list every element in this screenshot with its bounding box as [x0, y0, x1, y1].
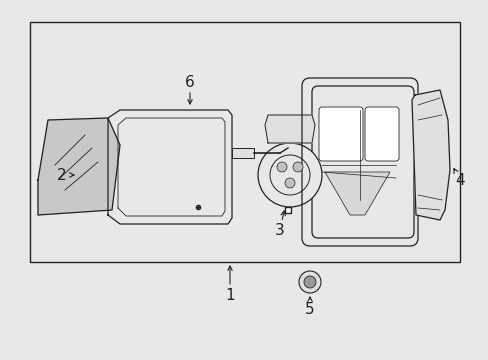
Circle shape — [285, 178, 294, 188]
Circle shape — [258, 143, 321, 207]
Text: 4: 4 — [454, 172, 464, 188]
Text: 2: 2 — [57, 167, 67, 183]
Circle shape — [292, 162, 303, 172]
Polygon shape — [108, 110, 231, 224]
Bar — [231, 148, 253, 158]
Text: 1: 1 — [225, 288, 234, 302]
FancyBboxPatch shape — [311, 86, 413, 238]
Text: 3: 3 — [275, 222, 285, 238]
Polygon shape — [264, 115, 314, 143]
FancyBboxPatch shape — [318, 107, 362, 161]
Circle shape — [298, 271, 320, 293]
FancyBboxPatch shape — [364, 107, 398, 161]
Circle shape — [276, 162, 286, 172]
Bar — [30, 22, 459, 262]
Circle shape — [304, 276, 315, 288]
Polygon shape — [38, 118, 120, 215]
Polygon shape — [325, 172, 389, 215]
Polygon shape — [411, 90, 449, 220]
Text: 6: 6 — [185, 75, 195, 90]
Text: 5: 5 — [305, 302, 314, 318]
